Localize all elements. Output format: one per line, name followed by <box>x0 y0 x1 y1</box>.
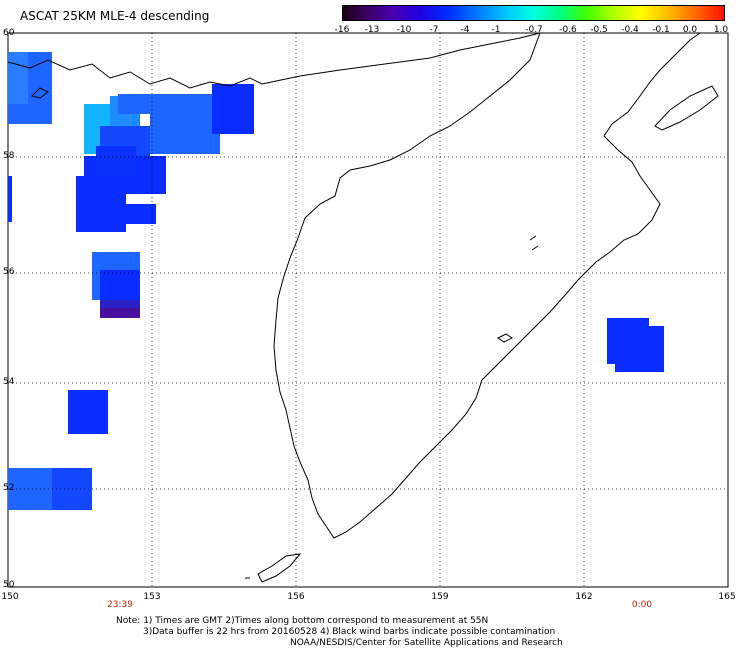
data-cell <box>100 300 140 308</box>
colorbar-label: -1 <box>491 25 501 35</box>
data-cells <box>8 52 664 510</box>
longitude-label: 150 <box>1 592 19 602</box>
data-cell <box>118 94 218 114</box>
longitude-label: 162 <box>575 592 593 602</box>
colorbar-label: 1.0 <box>713 25 729 35</box>
latitude-label: 60 <box>3 28 15 38</box>
time-label: 23:39 <box>107 600 133 610</box>
colorbar-label: -0.5 <box>590 25 608 35</box>
data-cell <box>68 390 108 434</box>
colorbar-label: -13 <box>364 25 380 35</box>
colorbar-label: -16 <box>334 25 350 35</box>
longitude-label: 159 <box>431 592 449 602</box>
data-cell <box>124 204 156 224</box>
colorbar-label: -4 <box>460 25 470 35</box>
colorbar-label: -0.1 <box>652 25 670 35</box>
data-cell <box>8 52 28 104</box>
longitude-label: 153 <box>143 592 161 602</box>
data-cell <box>615 326 664 372</box>
latitude-label: 54 <box>3 377 15 387</box>
coastline <box>7 32 719 583</box>
latitude-label: 58 <box>3 151 15 161</box>
colorbar-label: -7 <box>429 25 439 35</box>
latitude-label: 50 <box>3 580 15 590</box>
data-cell <box>8 176 12 222</box>
colorbar-label: -0.6 <box>559 25 577 35</box>
latitude-label: 56 <box>3 267 15 277</box>
data-cell <box>150 110 220 154</box>
longitude-label: 156 <box>287 592 305 602</box>
data-cell <box>100 308 140 318</box>
data-cell <box>212 84 254 134</box>
map-title: ASCAT 25KM MLE-4 descending <box>20 9 210 23</box>
map-frame <box>7 32 729 588</box>
colorbar <box>342 5 725 21</box>
colorbar-label: 0.0 <box>682 25 698 35</box>
latitude-label: 52 <box>3 483 15 493</box>
note-line-1: Note: 1) Times are GMT 2)Times along bot… <box>116 616 489 626</box>
grid <box>8 33 728 587</box>
colorbar-label: -0.7 <box>525 25 543 35</box>
data-cell <box>76 176 126 232</box>
data-cell <box>100 270 140 300</box>
time-label: 0:00 <box>631 600 653 610</box>
colorbar-label: -10 <box>396 25 412 35</box>
note-line-2: 3)Data buffer is 22 hrs from 20160528 4)… <box>143 627 556 637</box>
note-line-3: NOAA/NESDIS/Center for Satellite Applica… <box>290 638 563 648</box>
colorbar-label: -0.4 <box>621 25 639 35</box>
data-cell <box>96 146 136 176</box>
longitude-label: 165 <box>718 592 736 602</box>
